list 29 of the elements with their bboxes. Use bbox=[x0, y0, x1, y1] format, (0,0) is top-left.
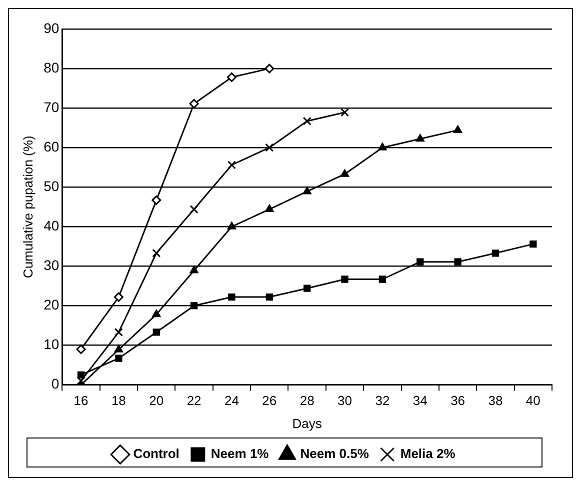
x-tick-label: 30 bbox=[338, 393, 352, 408]
legend-label: Neem 0.5% bbox=[300, 446, 370, 462]
x-axis-title: Days bbox=[292, 416, 322, 431]
y-tick-label: 90 bbox=[44, 20, 60, 36]
y-tick-label: 0 bbox=[51, 376, 60, 392]
y-tick-label: 20 bbox=[44, 296, 60, 313]
x-tick-label: 28 bbox=[300, 393, 314, 408]
x-tick-label: 24 bbox=[224, 393, 239, 408]
x-tick-label: 26 bbox=[262, 393, 277, 408]
x-tick-label: 36 bbox=[450, 393, 466, 408]
y-axis-title: Cumulative pupation (%) bbox=[20, 136, 36, 278]
y-tick-label: 40 bbox=[44, 218, 60, 234]
legend-label: Melia 2% bbox=[400, 446, 456, 462]
y-tick-label: 60 bbox=[44, 138, 60, 154]
x-tick-label: 16 bbox=[74, 393, 88, 408]
y-tick-label: 80 bbox=[44, 59, 60, 76]
y-tick-label: 70 bbox=[44, 98, 60, 115]
legend-label: Control bbox=[133, 446, 180, 462]
y-tick-label: 10 bbox=[44, 336, 60, 352]
legend-label: Neem 1% bbox=[210, 446, 270, 462]
y-tick-label: 30 bbox=[44, 257, 60, 274]
x-tick-label: 18 bbox=[111, 393, 126, 408]
x-tick-label: 38 bbox=[488, 393, 503, 408]
x-tick-label: 40 bbox=[526, 393, 540, 408]
x-tick-label: 34 bbox=[412, 393, 428, 408]
x-tick-label: 32 bbox=[375, 393, 390, 408]
y-tick-label: 50 bbox=[44, 178, 60, 194]
x-tick-label: 22 bbox=[186, 393, 202, 408]
x-tick-label: 20 bbox=[149, 393, 164, 408]
